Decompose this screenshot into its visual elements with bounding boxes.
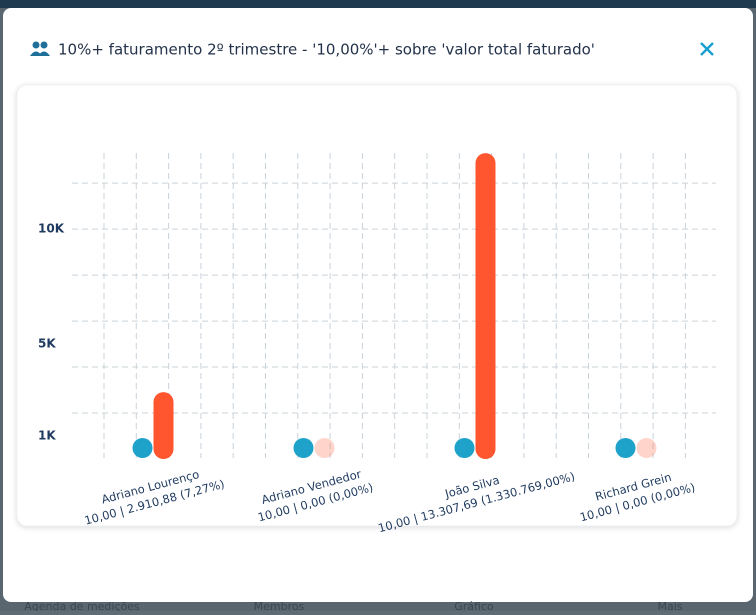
nav-label: Agenda de medições (24, 600, 140, 611)
target-dot (454, 438, 475, 458)
chart-card (16, 84, 738, 527)
y-tick-label: 10K (38, 222, 65, 236)
bar (153, 392, 174, 459)
close-button[interactable] (700, 42, 714, 56)
y-tick-label: 5K (38, 337, 56, 351)
bar-empty (314, 438, 335, 458)
bar (475, 153, 496, 459)
bar-empty (636, 438, 657, 458)
nav-label: Mais (657, 600, 682, 611)
nav-label: Membros (254, 600, 305, 611)
y-tick-label: 1K (38, 429, 56, 443)
nav-label: Gráfico (454, 600, 494, 611)
app-bar (0, 0, 756, 8)
target-dot (132, 438, 153, 458)
target-dot (293, 438, 314, 458)
nav-strip (0, 602, 756, 611)
background-nav: Agenda de medições Membros Gráfico Mais (24, 600, 683, 613)
group-icon (30, 41, 50, 56)
target-dot (615, 438, 636, 458)
modal-title: 10%+ faturamento 2º trimestre - '10,00%'… (58, 41, 595, 59)
